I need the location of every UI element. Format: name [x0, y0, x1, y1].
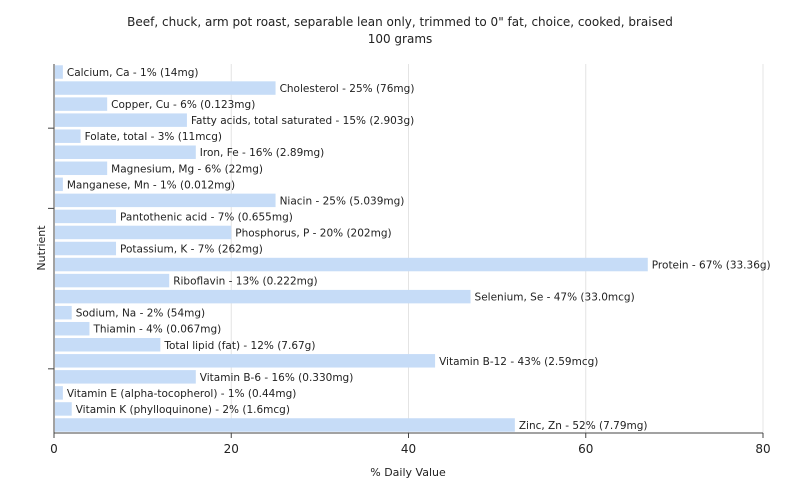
bar [55, 321, 90, 336]
bar [55, 338, 161, 352]
bar-label: Thiamin - 4% (0.067mg) [92, 324, 221, 336]
bar-label: Calcium, Ca - 1% (14mg) [67, 67, 199, 79]
bar-label: Protein - 67% (33.36g) [652, 260, 771, 272]
bar-label: Cholesterol - 25% (76mg) [280, 83, 415, 95]
bar [55, 161, 108, 176]
bar-label: Fatty acids, total saturated - 15% (2.90… [191, 115, 414, 127]
bar [55, 241, 117, 256]
bar-label: Vitamin E (alpha-tocopherol) - 1% (0.44m… [67, 388, 296, 400]
bar-label: Pantothenic acid - 7% (0.655mg) [120, 211, 293, 223]
bar [55, 370, 196, 384]
bar-label: Copper, Cu - 6% (0.123mg) [111, 99, 255, 111]
chart-subtitle: 100 grams [367, 32, 433, 46]
bar [55, 81, 276, 95]
bar-label: Total lipid (fat) - 12% (7.67g) [163, 340, 315, 352]
bar-label: Iron, Fe - 16% (2.89mg) [200, 147, 324, 159]
bar [55, 209, 117, 224]
bar [55, 386, 63, 400]
bar [55, 402, 72, 416]
x-axis-label: % Daily Value [370, 466, 446, 479]
bar [55, 193, 276, 208]
bar [55, 418, 515, 432]
bar [55, 289, 471, 304]
bar [55, 354, 436, 368]
chart-title: Beef, chuck, arm pot roast, separable le… [127, 15, 673, 29]
bar [55, 129, 81, 143]
bar [55, 257, 648, 272]
bar-label: Manganese, Mn - 1% (0.012mg) [67, 179, 235, 191]
x-tick-label: 20 [224, 442, 239, 456]
bar-label: Niacin - 25% (5.039mg) [280, 195, 405, 207]
bar [55, 113, 187, 127]
bar-label: Phosphorus, P - 20% (202mg) [235, 227, 391, 239]
bar-label: Zinc, Zn - 52% (7.79mg) [519, 420, 648, 432]
bar-label: Riboflavin - 13% (0.222mg) [173, 276, 317, 288]
y-axis-label: Nutrient [35, 225, 48, 271]
bar-label: Sodium, Na - 2% (54mg) [76, 308, 205, 320]
bar-label: Folate, total - 3% (11mcg) [85, 131, 222, 143]
bar-label: Vitamin B-12 - 43% (2.59mcg) [439, 356, 598, 368]
bar-label: Potassium, K - 7% (262mg) [120, 244, 263, 256]
bar [55, 305, 72, 320]
x-tick-label: 40 [401, 442, 416, 456]
x-tick-label: 80 [755, 442, 770, 456]
bar-label: Vitamin B-6 - 16% (0.330mg) [200, 372, 354, 384]
x-tick-label: 0 [50, 442, 58, 456]
bar-label: Magnesium, Mg - 6% (22mg) [111, 163, 263, 175]
bar [55, 145, 196, 159]
x-tick-label: 60 [578, 442, 593, 456]
bar [55, 177, 63, 192]
bar [55, 97, 108, 111]
bar [55, 273, 170, 288]
bar-label: Vitamin K (phylloquinone) - 2% (1.6mcg) [76, 404, 290, 416]
bar [55, 225, 232, 240]
bar [55, 65, 63, 79]
bar-label: Selenium, Se - 47% (33.0mcg) [475, 292, 635, 304]
